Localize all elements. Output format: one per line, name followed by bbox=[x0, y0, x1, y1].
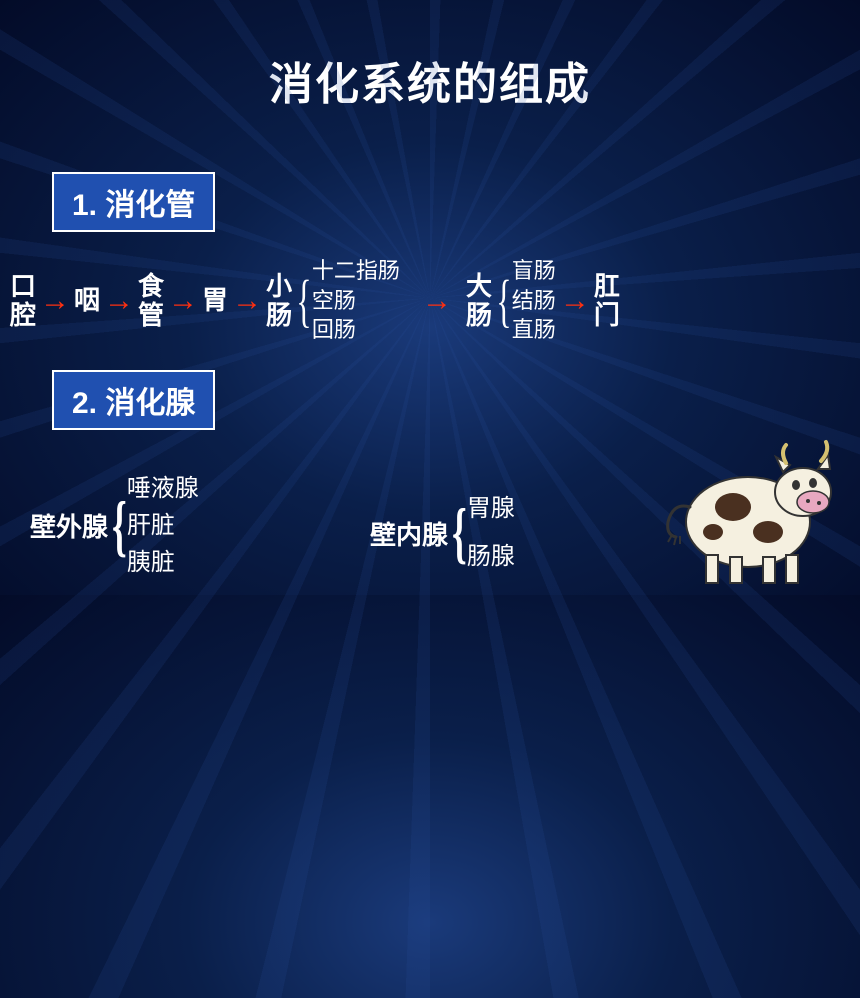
node-stomach: 胃 bbox=[202, 286, 228, 315]
arrow-icon: → bbox=[164, 284, 202, 318]
sub-rectum: 直肠 bbox=[512, 315, 556, 345]
arrow-icon: → bbox=[36, 284, 74, 318]
arrow-icon: → bbox=[100, 284, 138, 318]
node-pharynx: 咽 bbox=[74, 286, 100, 315]
sub-ileum: 回肠 bbox=[312, 315, 400, 345]
node-mouth: 口 腔 bbox=[10, 272, 36, 329]
gland-liver: 肝脏 bbox=[127, 507, 199, 544]
gland-pancreas: 胰脏 bbox=[127, 544, 199, 581]
sub-jejunum: 空肠 bbox=[312, 286, 400, 316]
arrow-icon: → bbox=[556, 284, 594, 318]
gland-salivary: 唾液腺 bbox=[127, 470, 199, 507]
brace-icon: { bbox=[452, 504, 467, 562]
brace-icon: { bbox=[112, 497, 127, 555]
section-2-label: 2. 消化腺 bbox=[52, 370, 215, 430]
section-1-label: 1. 消化管 bbox=[52, 172, 215, 232]
brace-icon: { bbox=[296, 276, 311, 325]
node-small-intestine: 小 肠 bbox=[266, 272, 292, 329]
external-glands-label: 壁外腺 bbox=[30, 507, 108, 544]
digestive-tract-flow: 口 腔 → 咽 → 食 管 → 胃 → 小 肠 { 十二指肠 空肠 回肠 → 大… bbox=[10, 256, 850, 345]
cow-illustration bbox=[638, 407, 838, 587]
small-intestine-sublist: { 十二指肠 空肠 回肠 bbox=[292, 256, 400, 345]
node-anus: 肛 门 bbox=[594, 272, 620, 329]
sub-cecum: 盲肠 bbox=[512, 256, 556, 286]
node-large-intestine: 大 肠 bbox=[466, 272, 492, 329]
sub-duodenum: 十二指肠 bbox=[312, 256, 400, 286]
gland-gastric: 胃腺 bbox=[467, 485, 515, 533]
internal-glands: 壁内腺 { 胃腺 肠腺 bbox=[370, 485, 515, 581]
sub-colon: 结肠 bbox=[512, 286, 556, 316]
external-glands: 壁外腺 { 唾液腺 肝脏 胰脏 bbox=[30, 470, 199, 582]
brace-icon: { bbox=[496, 276, 511, 325]
large-intestine-sublist: { 盲肠 结肠 直肠 bbox=[492, 256, 556, 345]
page-title: 消化系统的组成 bbox=[0, 0, 860, 112]
arrow-icon: → bbox=[228, 284, 266, 318]
arrow-icon: → bbox=[400, 284, 466, 318]
internal-glands-label: 壁内腺 bbox=[370, 515, 448, 552]
gland-intestinal: 肠腺 bbox=[467, 533, 515, 581]
node-esophagus: 食 管 bbox=[138, 272, 164, 329]
